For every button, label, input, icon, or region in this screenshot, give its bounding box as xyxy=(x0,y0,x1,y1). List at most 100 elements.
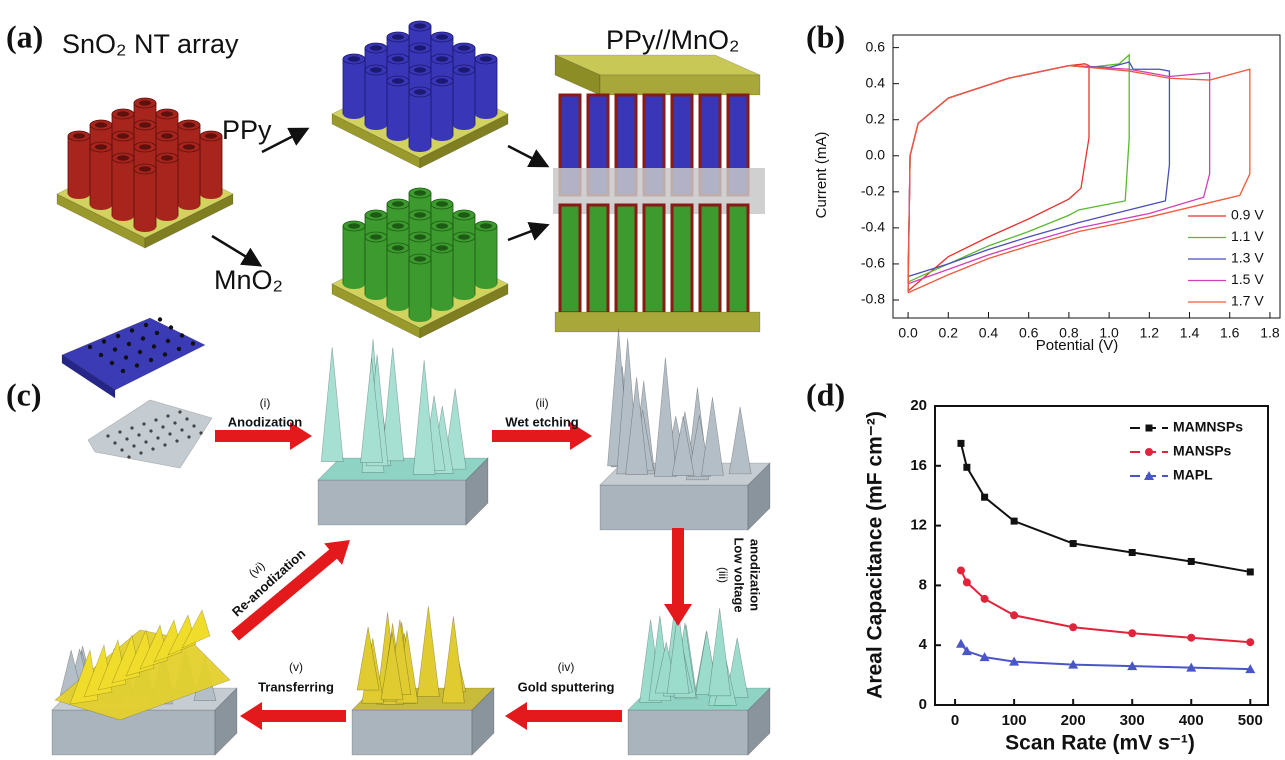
pillar-hole xyxy=(370,234,382,239)
x-tick-label: 0.0 xyxy=(898,325,918,341)
marker xyxy=(1129,549,1136,556)
pillar-hole xyxy=(392,201,404,206)
stamp-hole xyxy=(169,325,173,329)
pillar-hole xyxy=(414,234,426,239)
arrow-shape xyxy=(240,702,346,730)
pillar-hole xyxy=(161,111,173,116)
y-tick-label: 0.0 xyxy=(866,146,886,162)
x-tick-label: 1.4 xyxy=(1180,325,1200,341)
pillar xyxy=(409,259,431,317)
label: SnO₂ NT array xyxy=(62,29,239,59)
pillar-hole xyxy=(370,45,382,50)
pillar xyxy=(409,92,431,147)
x-axis-label: Potential (V) xyxy=(1036,337,1119,354)
marker xyxy=(1010,611,1018,619)
pillar-hole xyxy=(348,56,360,61)
legend-label: 1.3 V xyxy=(1231,250,1264,266)
marker xyxy=(1188,558,1195,565)
plate-dot xyxy=(142,422,145,425)
pillar-base xyxy=(453,290,475,300)
plate-dot xyxy=(137,433,140,436)
pillar-base xyxy=(475,109,497,119)
process-arrow xyxy=(240,702,346,730)
figure: (a) SnO₂ NT array PPy MnO₂ PPy//MnO₂ (b)… xyxy=(0,0,1285,760)
y-axis-label: Current (mA) xyxy=(813,132,830,219)
step-name: anodization xyxy=(748,539,763,611)
pillar-hole xyxy=(139,122,151,127)
legend-label: MAPL xyxy=(1173,467,1213,483)
stamp-hole xyxy=(155,331,159,335)
y-tick-label: -0.8 xyxy=(861,291,885,307)
plate-dot xyxy=(144,440,147,443)
step-name: Wet etching xyxy=(505,414,578,429)
pillar xyxy=(156,158,178,216)
block-front xyxy=(52,710,215,755)
marker xyxy=(1011,518,1018,525)
panel-label: (b) xyxy=(806,18,845,54)
pillar xyxy=(700,205,720,313)
pillar xyxy=(644,205,664,313)
stamp-hole xyxy=(135,363,139,367)
pillar-base xyxy=(178,200,200,210)
pillar-hole xyxy=(392,34,404,39)
pillar-base xyxy=(134,222,156,232)
schematics xyxy=(52,21,770,755)
step-number: (iii) xyxy=(716,567,730,583)
pillar-base xyxy=(343,279,365,289)
pillar xyxy=(387,248,409,306)
pillar xyxy=(616,205,636,313)
pillar-hole xyxy=(392,78,404,83)
y-tick-label: -0.2 xyxy=(861,183,885,199)
y-tick-label: 0.4 xyxy=(866,74,886,90)
pillar xyxy=(343,226,365,284)
page: { "panel_a": {"label": "(a)", "left_titl… xyxy=(0,0,1285,760)
stamp-hole xyxy=(152,344,156,348)
pillar-hole xyxy=(414,45,426,50)
x-tick-label: 1.2 xyxy=(1140,325,1160,341)
plate-dot xyxy=(187,435,190,438)
pillar xyxy=(365,70,387,125)
pillar-base xyxy=(409,142,431,152)
pillar-base xyxy=(475,279,497,289)
pillar-base xyxy=(200,189,222,199)
plate-dot xyxy=(166,414,169,417)
stamp-hole xyxy=(110,361,114,365)
x-tick-label: 500 xyxy=(1238,712,1263,729)
plate-dot xyxy=(130,426,133,429)
x-tick-label: 200 xyxy=(1061,712,1086,729)
y-tick-label: -0.6 xyxy=(861,255,885,271)
pillar-hole xyxy=(392,223,404,228)
pillar-hole xyxy=(95,144,107,149)
pillar xyxy=(365,237,387,295)
pillar-hole xyxy=(117,133,129,138)
spike xyxy=(709,608,731,696)
pillar-hole xyxy=(139,144,151,149)
stamp-hole xyxy=(130,328,134,332)
pillar-hole xyxy=(205,133,217,138)
series-line xyxy=(961,443,1250,572)
pillar-hole xyxy=(414,89,426,94)
process-arrow xyxy=(226,529,359,646)
spike xyxy=(417,606,439,696)
plate-dot xyxy=(175,439,178,442)
pillar xyxy=(453,237,475,295)
pillar xyxy=(343,59,365,114)
pillar-hole xyxy=(436,34,448,39)
pillar-hole xyxy=(458,234,470,239)
plate-dot xyxy=(125,437,128,440)
y-tick-label: -0.4 xyxy=(861,219,885,235)
stamp-hole xyxy=(113,347,117,351)
x-tick-label: 300 xyxy=(1120,712,1145,729)
pillar-hole xyxy=(436,223,448,228)
plate-dot xyxy=(154,418,157,421)
pillar-base xyxy=(343,109,365,119)
plate-dot xyxy=(192,424,195,427)
marker xyxy=(981,595,989,603)
pillar-hole xyxy=(161,155,173,160)
step-label: (iii) Low voltage anodization xyxy=(716,537,763,612)
y-axis-label: Areal Capacitance (mF cm⁻²) xyxy=(864,411,887,699)
stamp-hole xyxy=(149,358,153,362)
marker xyxy=(1070,540,1077,547)
pillar-hole xyxy=(436,201,448,206)
pillar-hole xyxy=(139,100,151,105)
